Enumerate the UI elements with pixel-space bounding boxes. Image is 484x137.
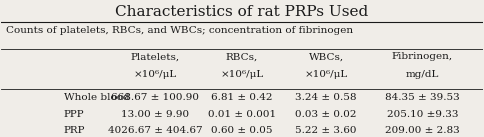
Text: 3.24 ± 0.58: 3.24 ± 0.58 bbox=[295, 93, 357, 102]
Text: 205.10 ±9.33: 205.10 ±9.33 bbox=[387, 110, 458, 119]
Text: RBCs,: RBCs, bbox=[226, 52, 258, 61]
Text: WBCs,: WBCs, bbox=[309, 52, 344, 61]
Text: 6.81 ± 0.42: 6.81 ± 0.42 bbox=[211, 93, 273, 102]
Text: PPP: PPP bbox=[64, 110, 85, 119]
Text: Characteristics of rat PRPs Used: Characteristics of rat PRPs Used bbox=[115, 5, 369, 19]
Text: 0.01 ± 0.001: 0.01 ± 0.001 bbox=[208, 110, 276, 119]
Text: Fibrinogen,: Fibrinogen, bbox=[392, 52, 453, 61]
Text: 5.22 ± 3.60: 5.22 ± 3.60 bbox=[295, 126, 357, 135]
Text: 0.60 ± 0.05: 0.60 ± 0.05 bbox=[211, 126, 273, 135]
Text: 84.35 ± 39.53: 84.35 ± 39.53 bbox=[385, 93, 460, 102]
Text: 13.00 ± 9.90: 13.00 ± 9.90 bbox=[121, 110, 189, 119]
Text: mg/dL: mg/dL bbox=[406, 70, 439, 79]
Text: Whole blood: Whole blood bbox=[64, 93, 130, 102]
Text: 209.00 ± 2.83: 209.00 ± 2.83 bbox=[385, 126, 460, 135]
Text: 4026.67 ± 404.67: 4026.67 ± 404.67 bbox=[108, 126, 203, 135]
Text: Counts of platelets, RBCs, and WBCs; concentration of fibrinogen: Counts of platelets, RBCs, and WBCs; con… bbox=[6, 26, 353, 35]
Text: 668.67 ± 100.90: 668.67 ± 100.90 bbox=[111, 93, 199, 102]
Text: PRP: PRP bbox=[64, 126, 86, 135]
Text: ×10⁶/μL: ×10⁶/μL bbox=[304, 70, 348, 79]
Text: Platelets,: Platelets, bbox=[131, 52, 180, 61]
Text: ×10⁶/μL: ×10⁶/μL bbox=[134, 70, 177, 79]
Text: ×10⁶/μL: ×10⁶/μL bbox=[220, 70, 264, 79]
Text: 0.03 ± 0.02: 0.03 ± 0.02 bbox=[295, 110, 357, 119]
